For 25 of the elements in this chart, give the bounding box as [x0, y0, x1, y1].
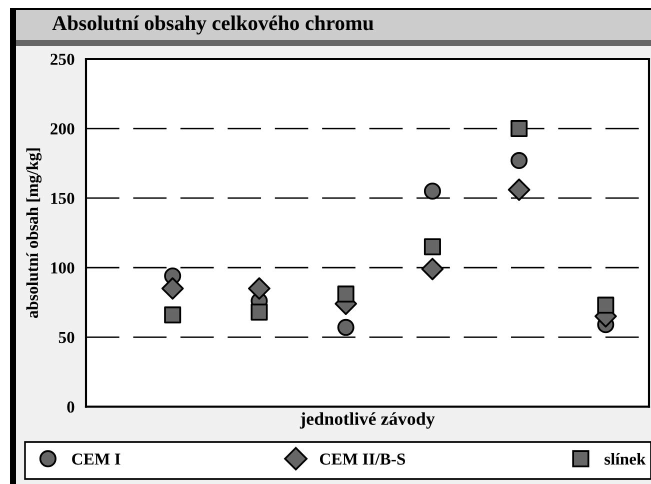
point	[337, 286, 354, 303]
y-tick-label: 50	[58, 332, 74, 344]
y-tick-label: 0	[67, 401, 74, 413]
point	[508, 178, 530, 201]
chart-title: Absolutní obsahy celkového chromu	[52, 16, 374, 34]
point	[510, 152, 528, 170]
point	[424, 182, 441, 200]
y-tick-label: 200	[50, 123, 74, 134]
legend-label: slínek	[604, 452, 646, 465]
x-axis-title: jednotlivé závody	[300, 412, 435, 429]
legend-label: CEM II/B-S	[320, 454, 406, 465]
point	[164, 306, 182, 324]
point	[337, 318, 354, 336]
y-axis-title: absolutní obsah [mg/kg]	[26, 148, 42, 318]
y-tick-label: 100	[51, 262, 74, 274]
point	[597, 296, 614, 314]
point	[424, 238, 441, 256]
y-tick-label: 150	[51, 192, 74, 204]
point	[510, 120, 528, 138]
legend-label: CEM I	[72, 454, 120, 465]
point	[161, 277, 184, 300]
point	[248, 277, 270, 300]
y-tick-label: 250	[50, 54, 74, 65]
point	[250, 304, 268, 321]
point	[421, 258, 444, 280]
